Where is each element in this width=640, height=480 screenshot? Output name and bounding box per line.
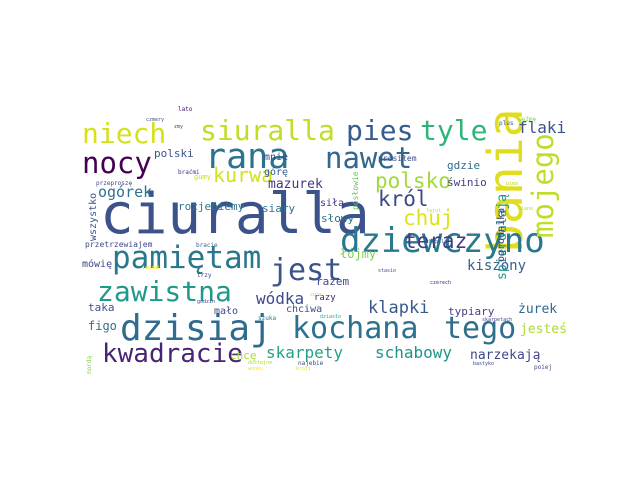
word-15: pies: [346, 114, 413, 147]
word-18: polsko: [375, 169, 451, 193]
word-10: mojego: [526, 133, 560, 238]
word-28: kiszony: [467, 258, 526, 274]
word-71: najebie: [298, 360, 324, 367]
word-46: świnio: [447, 176, 487, 189]
word-3: dzisiaj: [120, 308, 272, 349]
word-54: mówię: [82, 258, 112, 270]
word-38: chcę: [230, 349, 257, 362]
word-35: jesteś: [520, 322, 567, 337]
word-22: kurwa: [213, 163, 273, 187]
word-17: kwadracie: [102, 339, 243, 369]
word-29: mazurek: [268, 177, 323, 192]
word-45: gdzie: [447, 159, 480, 172]
word-53: ogrodnika: [496, 208, 507, 262]
word-50: chciwa: [286, 304, 322, 315]
word-67: pima: [506, 181, 518, 187]
word-55: wszystko: [88, 193, 99, 241]
word-68: kiano: [518, 206, 533, 212]
word-20: król: [378, 187, 429, 211]
word-27: wódka: [256, 289, 304, 308]
word-87: cure: [310, 292, 322, 298]
word-39: mało: [214, 306, 238, 317]
word-7: jest: [270, 253, 342, 288]
word-26: schabowy: [375, 343, 452, 362]
word-33: typiary: [448, 305, 495, 318]
word-8: zawistna: [97, 275, 232, 308]
word-84: wonku: [248, 366, 263, 372]
word-63: zmy: [174, 124, 183, 130]
word-64: czmery: [146, 117, 164, 123]
word-21: teraz: [404, 229, 467, 253]
word-2: dziewczyno: [340, 221, 545, 261]
word-47: łójmy: [340, 247, 376, 261]
word-0: ciuralla: [100, 182, 370, 247]
word-59: gumy: [194, 173, 211, 181]
word-5: kochana: [292, 311, 418, 346]
word-14: siuralla: [200, 114, 335, 147]
word-24: klapki: [368, 298, 429, 318]
word-49: razem: [316, 275, 349, 288]
word-4: pamiętam: [112, 240, 261, 276]
word-57: prosiłem: [378, 154, 417, 163]
word-25: skarpety: [266, 343, 343, 362]
word-77: bracie: [196, 242, 218, 249]
word-44: siary: [262, 202, 295, 215]
word-52: siłą: [320, 198, 344, 209]
word-11: tego: [444, 311, 516, 346]
word-83: mordą: [86, 356, 93, 374]
word-75: stasio: [378, 268, 396, 274]
word-65: plus: [499, 120, 514, 127]
word-9: nawet: [325, 141, 412, 175]
word-72: dziasło: [320, 314, 341, 320]
word-69: szuka: [258, 315, 276, 322]
word-66: weźmę: [518, 116, 536, 123]
word-81: poiej: [534, 364, 552, 371]
word-58: posłowie: [351, 171, 360, 210]
word-16: tyle: [420, 114, 487, 147]
word-41: mnie: [264, 152, 288, 163]
word-82: bastyko: [473, 361, 494, 367]
word-36: figo: [88, 319, 117, 333]
word-12: nocy: [82, 146, 152, 180]
word-13: niech: [82, 117, 166, 150]
word-61: przeproszę: [96, 180, 133, 187]
word-30: ogórek: [98, 183, 152, 201]
word-74: czerech: [430, 280, 451, 286]
word-42: górę: [264, 166, 288, 178]
word-1: bania: [478, 109, 534, 254]
word-48: słowy: [321, 212, 354, 225]
word-37: taka: [88, 301, 115, 314]
word-43: rozjebiemy: [178, 200, 245, 213]
word-78: trzy: [197, 272, 212, 279]
word-23: flaki: [518, 118, 566, 137]
word-85: kroli: [296, 366, 311, 372]
word-76: chapali: [426, 239, 447, 245]
word-70: dostojne: [248, 360, 272, 366]
word-19: chuj: [403, 206, 454, 230]
word-73: skarpetach: [482, 317, 512, 323]
word-80: godzin: [197, 299, 215, 305]
word-6: rana: [205, 137, 289, 177]
word-79: jedzni: [142, 265, 160, 271]
word-60: braćmi: [178, 169, 200, 176]
word-32: żurek: [518, 302, 557, 317]
word-62: lato: [178, 106, 193, 113]
word-40: polski: [154, 147, 194, 160]
word-56: przetrzewiajem: [85, 240, 153, 249]
word-51: razy: [314, 293, 336, 303]
word-34: narzekają: [470, 348, 541, 363]
word-86: fajot: [426, 208, 441, 214]
word-31: spierdalają: [495, 194, 510, 280]
